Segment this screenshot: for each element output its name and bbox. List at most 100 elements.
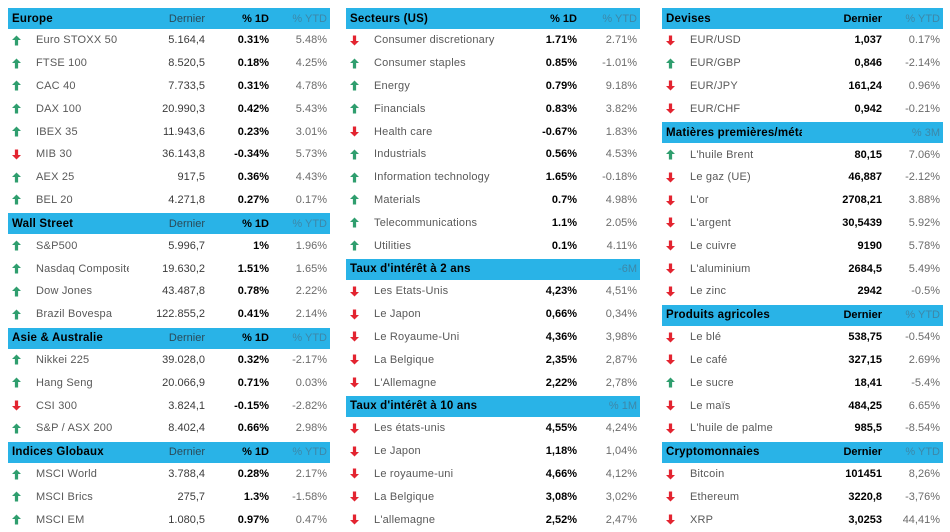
table-header: Wall Street Dernier % 1D % YTD: [8, 213, 330, 235]
table-wall-street: Wall Street Dernier % 1D % YTD S&P500 5.996,7…: [8, 213, 330, 326]
last-cell: 1.080,5: [168, 513, 205, 526]
table-indices-globaux: Indices Globaux Dernier % 1D % YTD MSCI Worl…: [8, 441, 330, 532]
pct-ytd-cell: 4.53%: [605, 148, 637, 161]
instrument-name: Brazil Bovespa: [36, 308, 113, 321]
down-arrow-icon: [350, 468, 370, 479]
table-row: Nikkei 225 39.028,0 0.32% -2.17%: [8, 348, 330, 372]
instrument-name: L'or: [690, 194, 709, 207]
table-row: FTSE 100 8.520,5 0.18% 4.25%: [8, 51, 330, 75]
pct-1d-cell: 1.3%: [243, 490, 269, 503]
pct-ytd-cell: 1.83%: [605, 125, 637, 138]
instrument-name: MIB 30: [36, 148, 73, 161]
instrument-name: Les états-unis: [374, 422, 446, 435]
up-arrow-icon: [12, 58, 32, 69]
table-title: Indices Globaux: [12, 446, 104, 459]
table-row: MIB 30 36.143,8 -0.34% 5.73%: [8, 142, 330, 166]
up-arrow-icon: [666, 377, 686, 388]
table-row: CSI 300 3.824,1 -0.15% -2.82%: [8, 394, 330, 417]
table-row: Le cuivre 9190 5.78%: [662, 234, 943, 258]
table-row: L'argent 30,5439 5.92%: [662, 211, 943, 235]
table-row: Le royaume-uni 4,66% 4,12%: [346, 462, 640, 486]
table-row: EUR/JPY 161,24 0.96%: [662, 74, 943, 98]
table-asie-australie: Asie & Australie Dernier % 1D % YTD Nikkei 2…: [8, 327, 330, 440]
table-title: Wall Street: [12, 217, 74, 230]
instrument-name: MSCI World: [36, 468, 98, 481]
instrument-name: L'huile Brent: [690, 148, 754, 161]
table-row: Le gaz (UE) 46,887 -2.12%: [662, 165, 943, 189]
up-arrow-icon: [12, 377, 32, 388]
pct-ytd-cell: 2.17%: [295, 468, 327, 481]
instrument-name: EUR/GBP: [690, 57, 741, 70]
pct-ytd-cell: 4.11%: [606, 239, 637, 252]
table-header: Devises Dernier % YTD: [662, 8, 943, 29]
table-row: DAX 100 20.990,3 0.42% 5.43%: [8, 97, 330, 121]
instrument-name: L'allemagne: [374, 513, 436, 526]
pct-1d-cell: 0.97%: [237, 513, 269, 526]
instrument-name: Information technology: [374, 171, 490, 184]
instrument-name: CAC 40: [36, 79, 76, 92]
table-row: Information technology 1.65% -0.18%: [346, 165, 640, 189]
instrument-name: Le zinc: [690, 285, 727, 298]
down-arrow-icon: [350, 286, 370, 297]
column-header-label: Dernier: [843, 446, 882, 459]
last-cell: 122.855,2: [156, 308, 205, 321]
pct-ytd-cell: -3,76%: [905, 490, 940, 503]
pct-1d-cell: 2,52%: [545, 513, 577, 526]
pct-1d-cell: 0.28%: [237, 468, 269, 481]
table-title: Secteurs (US): [350, 12, 429, 25]
table-header: Produits agricoles Dernier % YTD: [662, 304, 943, 326]
pct-ytd-cell: -5.4%: [911, 376, 940, 389]
pct-ytd-cell: 5.49%: [908, 262, 940, 275]
pct-ytd-cell: 5.43%: [295, 102, 327, 115]
pct-1d-cell: 1.51%: [237, 262, 269, 275]
pct-ytd-cell: 1.96%: [295, 239, 327, 252]
pct-ytd-cell: 0,34%: [605, 308, 637, 321]
up-arrow-icon: [12, 309, 32, 320]
pct-1d-cell: 0.36%: [237, 171, 269, 184]
pct-ytd-cell: 6.65%: [908, 399, 940, 412]
table-header: Cryptomonnaies Dernier % YTD: [662, 441, 943, 463]
pct-ytd-cell: 1,04%: [605, 445, 637, 458]
pct-ytd-cell: -1.01%: [602, 57, 637, 70]
last-cell: 0,942: [854, 102, 882, 115]
pct-ytd-cell: 5.48%: [295, 34, 327, 47]
pct-ytd-cell: 7.06%: [908, 148, 940, 161]
instrument-name: FTSE 100: [36, 57, 88, 70]
pct-ytd-cell: 0.47%: [295, 513, 327, 526]
table-row: IBEX 35 11.943,6 0.23% 3.01%: [8, 120, 330, 143]
last-cell: 8.402,4: [168, 422, 205, 435]
last-cell: 19.630,2: [162, 262, 205, 275]
last-cell: 46,887: [848, 171, 882, 184]
down-arrow-icon: [666, 80, 686, 91]
table-title: Taux d'intérêt à 10 ans: [350, 400, 478, 413]
instrument-name: L'huile de palme: [690, 422, 773, 435]
up-arrow-icon: [666, 58, 686, 69]
down-arrow-icon: [350, 377, 370, 388]
instrument-name: La Belgique: [374, 490, 435, 503]
last-cell: 4.271,8: [168, 193, 205, 206]
pct-1d-cell: 0.18%: [237, 57, 269, 70]
pct-ytd-cell: -1.58%: [292, 490, 327, 503]
pct-ytd-cell: -0.21%: [905, 102, 940, 115]
pct-ytd-cell: 4.78%: [295, 79, 327, 92]
pct-1d-cell: 0.41%: [237, 308, 269, 321]
instrument-name: Materials: [374, 193, 421, 206]
table-row: Le blé 538,75 -0.54%: [662, 325, 943, 349]
instrument-name: S&P500: [36, 239, 78, 252]
last-cell: 101451: [845, 468, 882, 481]
table-row: La Belgique 3,08% 3,02%: [346, 485, 640, 509]
table-row: Le café 327,15 2.69%: [662, 348, 943, 372]
column-header-label: % 1D: [242, 446, 269, 459]
pct-1d-cell: 2,22%: [545, 376, 577, 389]
table-devises: Devises Dernier% YTD EUR/USD 1,037 0.17% EUR/…: [662, 8, 943, 121]
last-cell: 80,15: [854, 148, 882, 161]
pct-1d-cell: 0.71%: [237, 376, 269, 389]
instrument-name: Consumer discretionary: [374, 34, 495, 47]
up-arrow-icon: [350, 217, 370, 228]
instrument-name: Telecommunications: [374, 216, 478, 229]
column-header-label: Dernier: [843, 309, 882, 322]
pct-1d-cell: 0.31%: [237, 34, 269, 47]
table-row: L'huile de palme 985,5 -8.54%: [662, 416, 943, 440]
pct-ytd-cell: 0.03%: [295, 376, 327, 389]
